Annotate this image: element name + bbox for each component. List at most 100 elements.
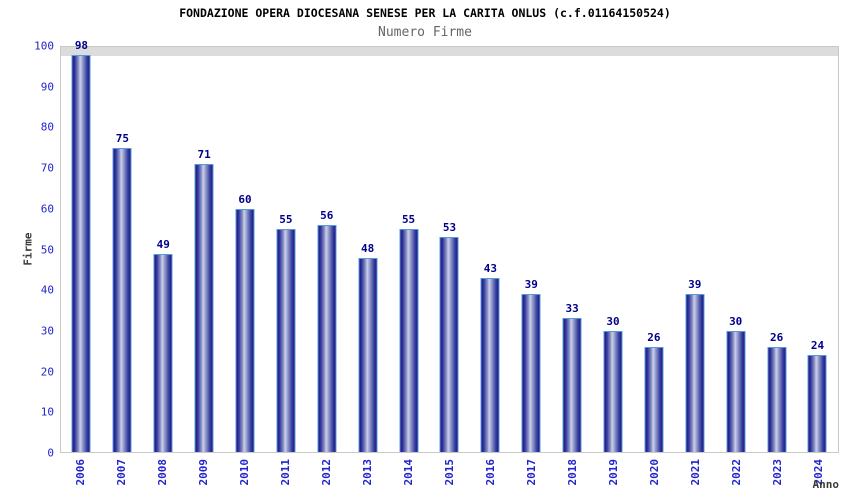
bar-column: 98 <box>61 40 102 452</box>
x-axis-ticks: 2006 2007 2008 2009 2010 2011 2012 2013 2014 2015… <box>60 459 839 500</box>
bar-column: 56 <box>306 47 347 452</box>
grid-band <box>61 55 838 56</box>
x-tick-label: 2009 <box>197 459 210 486</box>
bar-value-label: 33 <box>565 302 579 316</box>
x-tick-label: 2016 <box>484 459 497 486</box>
x-tick-cell: 2020 <box>634 459 675 500</box>
bar-value-label: 98 <box>74 39 89 53</box>
y-tick-label: 60 <box>40 202 54 216</box>
y-tick-label: 50 <box>40 243 54 256</box>
bar <box>276 229 296 452</box>
y-tick-label: 70 <box>40 161 54 175</box>
x-tick-label: 2012 <box>320 459 333 486</box>
bar-value-label: 30 <box>729 314 743 328</box>
bar-value-label: 24 <box>810 338 825 352</box>
y-tick-label: 80 <box>40 120 54 134</box>
grid-band <box>61 51 838 52</box>
bar-value-label: 56 <box>320 209 334 223</box>
grid-band <box>61 50 838 51</box>
x-tick-cell: 2023 <box>757 459 798 500</box>
bar <box>807 354 827 452</box>
bar-value-label: 71 <box>197 148 211 162</box>
bar <box>685 294 705 452</box>
bar-value-label: 26 <box>769 330 784 344</box>
x-tick-label: 2018 <box>566 459 579 486</box>
bar-column: 39 <box>674 47 715 452</box>
y-tick-label: 100 <box>34 39 54 53</box>
bar-value-label: 55 <box>279 213 293 227</box>
grid-band <box>61 49 838 50</box>
x-tick-label: 2020 <box>648 459 661 486</box>
x-tick-label: 2022 <box>730 459 743 486</box>
x-tick-cell: 2013 <box>347 459 388 500</box>
bar-value-label: 39 <box>688 278 702 292</box>
y-tick-label: 10 <box>40 405 54 419</box>
bar-column: 26 <box>756 47 797 452</box>
x-tick-cell: 2022 <box>716 459 757 500</box>
x-tick-label: 2011 <box>279 459 292 486</box>
x-tick-label: 2013 <box>361 459 374 486</box>
bar-value-label: 39 <box>524 278 538 292</box>
bar-column: 55 <box>388 47 429 452</box>
grid-band <box>61 52 838 53</box>
bar-column: 24 <box>797 47 838 452</box>
x-tick-cell: 2014 <box>388 459 429 500</box>
x-tick-cell: 2008 <box>142 459 183 500</box>
bar-column: 55 <box>265 47 306 452</box>
bar-column: 30 <box>715 47 756 452</box>
bar-value-label: 75 <box>115 132 129 146</box>
x-tick-cell: 2019 <box>593 459 634 500</box>
grid-bands <box>61 47 838 56</box>
bar <box>194 164 214 452</box>
bar <box>235 209 255 452</box>
bar-column: 71 <box>184 47 225 452</box>
bar <box>358 257 378 452</box>
x-tick-cell: 2009 <box>183 459 224 500</box>
y-tick-label: 90 <box>40 80 54 94</box>
bar-column: 53 <box>429 47 470 452</box>
bar <box>521 294 541 452</box>
y-tick-label: 30 <box>40 324 54 338</box>
bar-column: 26 <box>633 47 674 452</box>
grid-band <box>61 48 838 49</box>
plot-area: 98 75 49 71 60 55 56 48 55 53 43 39 33 30 26 39 30 26 24 <box>60 40 839 453</box>
bar-value-label: 55 <box>401 213 416 227</box>
x-tick-label: 2023 <box>771 459 784 486</box>
bar-column: 39 <box>511 47 552 452</box>
bar-value-label: 26 <box>647 330 661 344</box>
bar-value-label: 30 <box>606 314 620 328</box>
x-tick-cell: 2011 <box>265 459 306 500</box>
bar <box>480 277 500 452</box>
y-tick-label: 40 <box>40 283 54 297</box>
bar <box>71 55 91 452</box>
bar-column: 60 <box>225 47 266 452</box>
x-tick-label: 2021 <box>689 459 702 486</box>
chart-subtitle: Numero Firme <box>378 25 472 40</box>
x-tick-cell: 2021 <box>675 459 716 500</box>
x-tick-cell: 2016 <box>470 459 511 500</box>
bar <box>726 330 746 452</box>
bar-column: 33 <box>552 47 593 452</box>
x-tick-label: 2017 <box>525 459 538 486</box>
bar <box>439 237 459 452</box>
grid-band <box>61 47 838 48</box>
x-tick-label: 2006 <box>74 459 87 486</box>
bar <box>153 253 173 452</box>
bar-column: 43 <box>470 47 511 452</box>
x-tick-cell: 2010 <box>224 459 265 500</box>
grid-band <box>61 53 838 54</box>
x-tick-cell: 2018 <box>552 459 593 500</box>
bar-value-label: 48 <box>361 241 375 255</box>
bar-column: 30 <box>593 47 634 452</box>
x-tick-label: 2010 <box>238 459 251 486</box>
grid-band <box>61 54 838 55</box>
x-axis-title: Anno <box>812 478 840 491</box>
bar <box>562 318 582 452</box>
bar <box>399 229 419 452</box>
x-tick-cell: 2012 <box>306 459 347 500</box>
x-tick-label: 2008 <box>156 459 169 486</box>
x-tick-label: 2007 <box>115 459 128 486</box>
x-tick-cell: 2007 <box>101 459 142 500</box>
x-tick-label: 2015 <box>443 459 456 486</box>
